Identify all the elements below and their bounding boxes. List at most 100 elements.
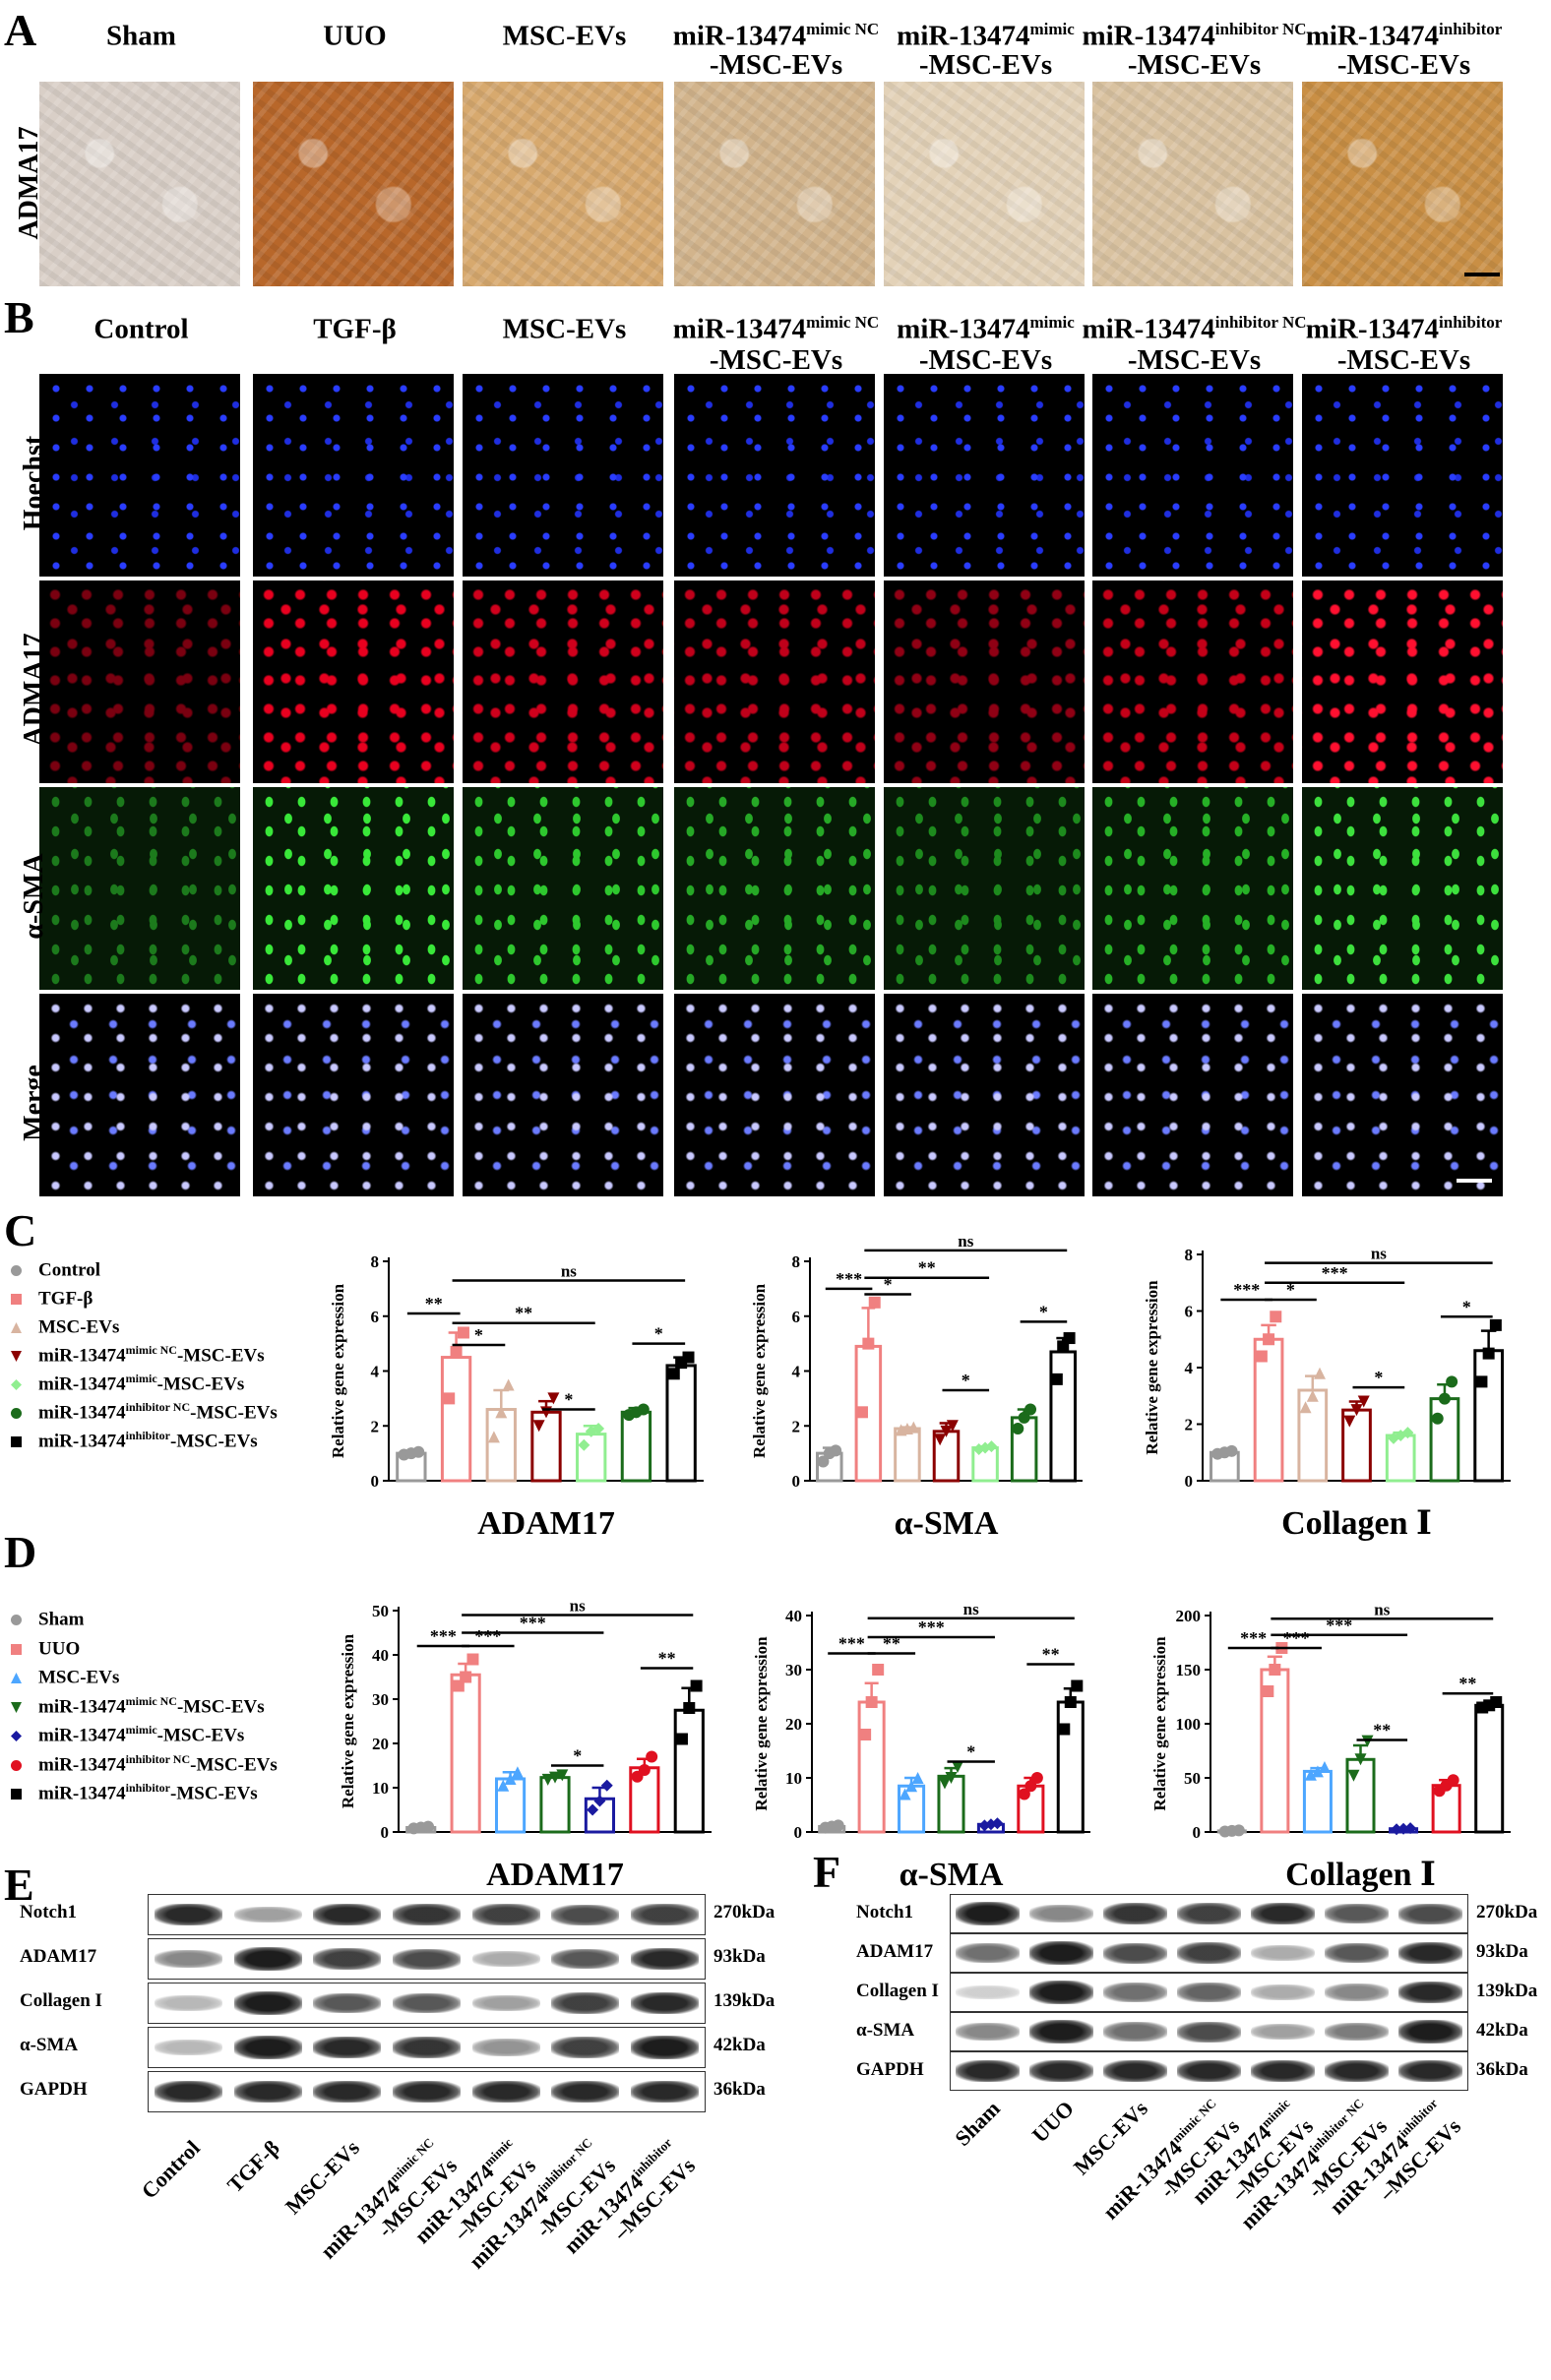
panel-a-header-sub-3: -MSC-EVs [709,49,843,81]
fluorescence-adam-image-0 [39,580,240,783]
chart0-y-label: Relative gene expression [329,1283,347,1458]
panelE-blot-strip-4 [148,2071,706,2112]
chart0-bar-6 [665,1364,697,1483]
chart1-y-tick-label-3: 6 [792,1308,801,1326]
panelF-blot-strip-2 [950,1973,1468,2012]
chart1-bar-6 [1049,1350,1077,1483]
panelF-blot-strip-3 [950,2012,1468,2051]
chart5-sig-label-4: ** [1458,1674,1476,1693]
chart3-title: ADAM17 [486,1857,624,1893]
panelD-legend-main: UUO [38,1637,81,1659]
chart3-point-3-1 [549,1771,561,1784]
panelE-band-row-1 [149,1939,705,1979]
panelF-band-0-0 [956,1902,1020,1925]
panelF-band-3-1 [1029,2020,1093,2044]
chart0-sig-label-1: * [474,1325,483,1345]
chart5-title: Collagen Ⅰ [1285,1857,1436,1893]
fluorescence-merge-image-2 [463,994,663,1196]
panelF-band-0-3 [1177,1903,1241,1924]
chart1-point-3-2 [946,1420,959,1433]
chart5-y-tick-label-3: 150 [1176,1661,1202,1679]
panelD-legend-main: miR-13474 [38,1783,126,1804]
panelE-band-1-0 [154,1950,222,1968]
chart0-y-tick-label-1: 2 [371,1417,380,1435]
panelF-blot-strip-4 [950,2051,1468,2091]
panelE-band-4-0 [154,2080,222,2104]
chart2-point-5-1 [1438,1392,1451,1405]
panelF-band-2-0 [956,1984,1020,2000]
fluorescence-hoechst-image-6 [1302,374,1503,577]
chart3-point-4-2 [600,1779,613,1792]
panelD-legend-item-4: miR-13474mimic-MSC-EVs [10,1723,244,1746]
chart2-point-3-1 [1350,1404,1363,1417]
chart0-point-0-2 [412,1445,425,1458]
panelC-legend-main: Control [38,1259,100,1281]
panelF-band-2-6 [1398,1981,1462,2004]
chart1-point-6-0 [1050,1373,1063,1385]
chart1-y-tick-label-1: 2 [792,1417,801,1435]
chart4-point-5-0 [1018,1788,1030,1800]
chart3-point-1-1 [460,1671,472,1683]
panelE-band-1-6 [631,1947,700,1971]
chart5-point-4-1 [1397,1822,1410,1835]
chart3-sig-label-2: *** [520,1614,546,1633]
panelC-legend-sup: inhibitor [125,1429,171,1442]
fluorescence-adam-image-3 [674,580,875,783]
panel-b-header-1: TGF-β [233,313,476,346]
panel-a-header-sub-6: -MSC-EVs [1336,49,1471,81]
chart3-y-tick-label-5: 50 [372,1602,389,1620]
panel-a-header-sup: inhibitor [1439,20,1503,38]
chart4-point-5-2 [1030,1772,1043,1784]
chart1-point-5-0 [1012,1423,1024,1435]
chart3-y-tick-label-1: 10 [372,1779,389,1798]
chart5-point-5-2 [1447,1774,1459,1787]
fluorescence-hoechst-image-2 [463,374,663,577]
panelF-band-4-0 [956,2059,1020,2083]
panelE-band-4-5 [551,2080,620,2104]
panel-b-header-5: miR-13474inhibitor NC [1073,313,1316,346]
chart4-point-2-2 [911,1772,924,1784]
chart3-bar-3 [539,1776,571,1834]
chart3-sig-label-5: ns [570,1597,586,1616]
fluorescence-adam-image-5 [1092,580,1293,783]
fluorescence-hoechst-image-5 [1092,374,1293,577]
panelF-band-1-4 [1251,1944,1315,1962]
panelF-protein-label-1: ADAM17 [856,1941,934,1962]
fluorescence-sma-image-5 [1092,787,1293,990]
chart4-point-6-1 [1064,1696,1077,1708]
panelC-legend-main: TGF-β [38,1288,93,1310]
panelF-band-2-4 [1251,1983,1315,2001]
panelD-legend-main: MSC-EVs [38,1667,120,1688]
panel-a-header-main: miR-13474 [897,20,1030,52]
panelF-band-4-6 [1398,2059,1462,2083]
fluorescence-merge-image-3 [674,994,875,1196]
panel-b-header-2: MSC-EVs [443,313,686,346]
chart3-point-3-0 [541,1773,554,1786]
panel-b-header-main: miR-13474 [1305,313,1440,345]
chart5-point-2-2 [1318,1761,1331,1773]
panelF-band-1-2 [1103,1942,1167,1964]
panelE-band-2-6 [631,1991,700,2015]
panelF-band-row-3 [951,2013,1467,2050]
chart5-sig-label-1: *** [1283,1628,1310,1648]
chart1-point-1-0 [855,1406,868,1419]
panelE-band-1-2 [313,1948,382,1970]
panelE-band-4-4 [471,2080,540,2104]
chart1-point-1-2 [868,1296,881,1309]
panel-b-header-main: miR-13474 [897,313,1030,345]
panelD-legend-item-5: miR-13474inhibitor NC-MSC-EVs [10,1752,278,1776]
panelF-protein-label-4: GAPDH [856,2059,924,2080]
chart3-bar-6 [673,1708,705,1834]
panelF-band-0-2 [1103,1902,1167,1925]
panelC-legend-suffix: -MSC-EVs [170,1431,258,1452]
chart2-bar-2 [1297,1388,1329,1483]
chart0-sig-label-4: * [654,1324,663,1344]
chart2-bar-6 [1473,1349,1505,1483]
panelF-band-row-1 [951,1934,1467,1972]
panelF-band-4-5 [1325,2059,1389,2083]
panelE-protein-label-1: ADAM17 [20,1946,97,1967]
panelF-band-3-3 [1177,2021,1241,2043]
panel-a-header-sup: inhibitor NC [1214,20,1307,38]
panelF-band-0-4 [1251,1902,1315,1925]
chart0-point-2-0 [487,1431,500,1443]
